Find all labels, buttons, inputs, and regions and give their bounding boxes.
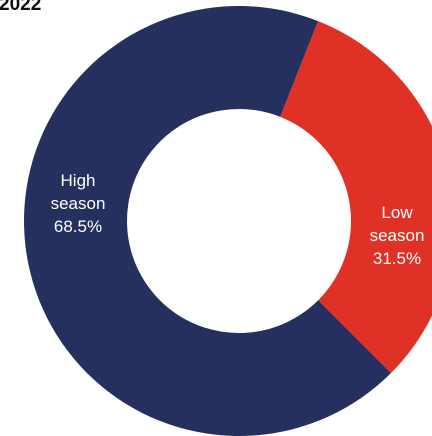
donut-labels: High season 68.5% Low season 31.5% [51,171,425,268]
donut-slices [24,6,432,436]
slice-low-season [280,21,432,374]
chart-title: 2022 [0,0,42,15]
slice-label-high-season: High season 68.5% [51,171,106,236]
slice-label-low-season: Low season 31.5% [370,203,425,268]
slice-high-season [24,6,392,436]
